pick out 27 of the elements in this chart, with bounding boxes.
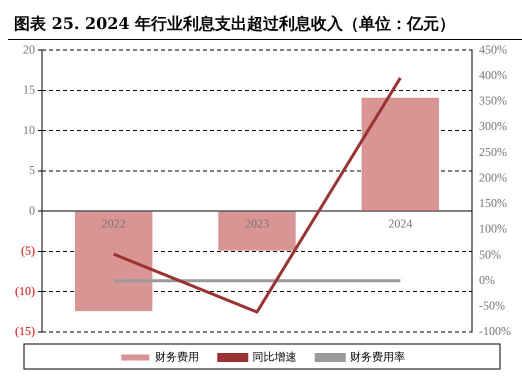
y-tick-label: 20 bbox=[22, 42, 35, 56]
y-tick-label: 0 bbox=[28, 203, 35, 218]
x-tick-label: 2023 bbox=[245, 216, 269, 230]
chart-title: 图表 25. 2024 年行业利息支出超过利息收入（单位：亿元） bbox=[8, 8, 522, 40]
y2-tick-label: 50% bbox=[479, 247, 502, 262]
y2-tick-label: -100% bbox=[479, 324, 512, 338]
x-tick-label: 2022 bbox=[102, 216, 126, 230]
y-tick-label: 10 bbox=[22, 122, 35, 137]
y2-tick-label: 100% bbox=[479, 222, 508, 236]
legend-label: 财务费用 bbox=[154, 350, 199, 364]
y2-tick-label: 150% bbox=[479, 196, 508, 210]
y2-tick-label: 450% bbox=[479, 42, 508, 56]
y2-tick-label: 350% bbox=[479, 94, 508, 108]
y2-tick-label: 300% bbox=[479, 119, 508, 134]
y-tick-label: (10) bbox=[14, 284, 35, 298]
y-tick-label: 5 bbox=[28, 163, 35, 178]
y2-tick-label: 200% bbox=[479, 170, 508, 184]
y-tick-label: (15) bbox=[14, 324, 35, 338]
y-tick-label: 15 bbox=[22, 82, 35, 97]
y2-tick-label: -50% bbox=[479, 298, 506, 313]
legend-label: 同比增速 bbox=[252, 350, 296, 364]
y2-tick-label: 250% bbox=[479, 144, 508, 159]
y-tick-label: (5) bbox=[20, 244, 35, 258]
y2-tick-label: 400% bbox=[479, 68, 508, 82]
x-tick-label: 2024 bbox=[388, 216, 412, 230]
legend-label: 财务费用率 bbox=[350, 350, 405, 364]
y2-tick-label: 0% bbox=[479, 272, 496, 287]
